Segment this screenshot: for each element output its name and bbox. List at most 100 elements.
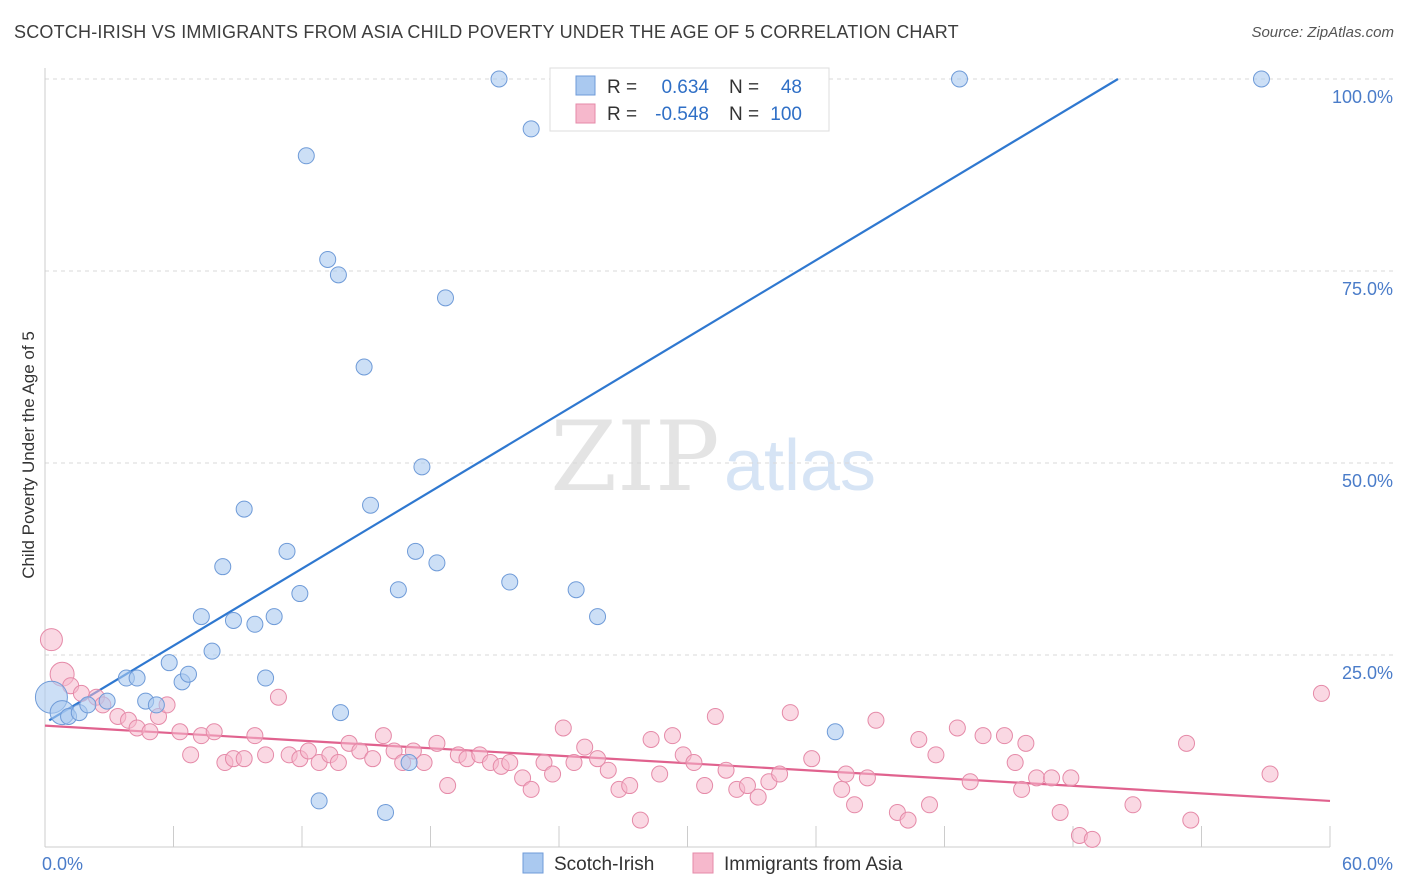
series-scotch-irish <box>34 70 1270 821</box>
point-scotch-irish <box>362 496 380 514</box>
point-immigrants-asia <box>1178 734 1196 752</box>
point-immigrants-asia <box>910 730 928 748</box>
point-immigrants-asia <box>351 742 369 760</box>
point-scotch-irish <box>224 611 242 629</box>
point-scotch-irish <box>950 70 968 88</box>
point-scotch-irish <box>214 558 232 576</box>
point-immigrants-asia <box>1028 769 1046 787</box>
point-scotch-irish <box>192 608 210 626</box>
legend-swatch-immigrants-asia <box>575 103 596 124</box>
axes <box>44 68 1331 848</box>
point-scotch-irish <box>160 654 178 672</box>
point-immigrants-asia <box>685 754 703 772</box>
point-immigrants-asia <box>141 723 159 741</box>
point-immigrants-asia <box>1013 780 1031 798</box>
point-immigrants-asia <box>974 727 992 745</box>
x-tick-label: 0.0% <box>42 854 83 874</box>
point-immigrants-asia <box>664 727 682 745</box>
point-immigrants-asia <box>1261 765 1279 783</box>
legend-n-value-1: 48 <box>781 77 802 98</box>
point-scotch-irish <box>589 608 607 626</box>
point-scotch-irish <box>355 358 373 376</box>
point-immigrants-asia <box>599 761 617 779</box>
stats-legend-box <box>549 67 830 132</box>
point-immigrants-asia <box>631 811 649 829</box>
point-immigrants-asia <box>621 777 639 795</box>
point-immigrants-asia <box>927 746 945 764</box>
point-immigrants-asia <box>1062 769 1080 787</box>
point-scotch-irish <box>1252 70 1270 88</box>
point-immigrants-asia <box>1051 803 1069 821</box>
point-scotch-irish <box>291 585 309 603</box>
legend-n-value-2: 100 <box>770 104 802 125</box>
point-immigrants-asia <box>1006 754 1024 772</box>
point-immigrants-asia <box>501 754 519 772</box>
point-immigrants-asia <box>738 777 756 795</box>
point-immigrants-asia <box>867 711 885 729</box>
point-immigrants-asia <box>171 723 189 741</box>
tick-labels: 25.0% 50.0% 75.0% 100.0% 0.0% 60.0% <box>42 87 1393 874</box>
point-immigrants-asia <box>717 761 735 779</box>
point-scotch-irish <box>329 266 347 284</box>
chart-title: SCOTCH-IRISH VS IMMIGRANTS FROM ASIA CHI… <box>14 22 959 42</box>
point-immigrants-asia <box>364 750 382 768</box>
legend-r-value-1: 0.634 <box>661 77 709 98</box>
point-scotch-irish <box>278 542 296 560</box>
bottom-legend-swatch-scotch-irish <box>522 852 544 874</box>
watermark-zip: ZIP <box>550 401 719 513</box>
point-immigrants-asia <box>329 754 347 772</box>
point-immigrants-asia <box>269 688 287 706</box>
point-immigrants-asia <box>205 723 223 741</box>
y-axis-title: Child Poverty Under the Age of 5 <box>19 331 38 579</box>
point-immigrants-asia <box>514 769 532 787</box>
point-immigrants-asia <box>374 727 392 745</box>
point-immigrants-asia <box>696 777 714 795</box>
point-scotch-irish <box>179 665 197 683</box>
y-tick-label: 25.0% <box>1342 663 1393 683</box>
point-scotch-irish <box>310 792 328 810</box>
bottom-legend-label-scotch-irish: Scotch-Irish <box>554 854 654 875</box>
point-immigrants-asia <box>589 750 607 768</box>
point-immigrants-asia <box>948 719 966 737</box>
y-tick-label: 100.0% <box>1332 87 1393 107</box>
point-scotch-irish <box>98 692 116 710</box>
point-immigrants-asia <box>1312 684 1330 702</box>
point-immigrants-asia <box>771 765 789 783</box>
point-scotch-irish <box>265 608 283 626</box>
point-scotch-irish <box>128 669 146 687</box>
point-immigrants-asia <box>439 777 457 795</box>
point-immigrants-asia <box>837 765 855 783</box>
point-immigrants-asia <box>428 734 446 752</box>
point-scotch-irish <box>389 581 407 599</box>
trend-line-scotch-irish <box>48 78 1119 722</box>
point-immigrants-asia <box>415 754 433 772</box>
series-immigrants-from-asia <box>39 628 1330 848</box>
legend-swatch-scotch-irish <box>575 75 596 96</box>
point-immigrants-asia <box>257 746 275 764</box>
point-scotch-irish <box>297 147 315 165</box>
point-immigrants-asia <box>642 730 660 748</box>
point-immigrants-asia <box>235 750 253 768</box>
point-scotch-irish <box>79 696 97 714</box>
legend-n-label-1: N = <box>729 77 759 98</box>
point-immigrants-asia <box>749 788 767 806</box>
point-immigrants-asia <box>781 704 799 722</box>
point-immigrants-asia <box>544 765 562 783</box>
point-immigrants-asia <box>858 769 876 787</box>
point-scotch-irish <box>235 500 253 518</box>
point-immigrants-asia <box>1083 830 1101 848</box>
legend-r-label-1: R = <box>607 77 637 98</box>
point-immigrants-asia <box>565 754 583 772</box>
x-tick-label: 60.0% <box>1342 854 1393 874</box>
point-scotch-irish <box>319 250 337 268</box>
point-immigrants-asia <box>995 727 1013 745</box>
point-immigrants-asia <box>39 628 63 652</box>
point-scotch-irish <box>257 669 275 687</box>
point-immigrants-asia <box>522 780 540 798</box>
series-legend: Scotch-Irish Immigrants from Asia <box>522 852 903 875</box>
point-immigrants-asia <box>385 742 403 760</box>
watermark-atlas: atlas <box>724 426 876 506</box>
point-immigrants-asia <box>921 796 939 814</box>
point-immigrants-asia <box>246 727 264 745</box>
